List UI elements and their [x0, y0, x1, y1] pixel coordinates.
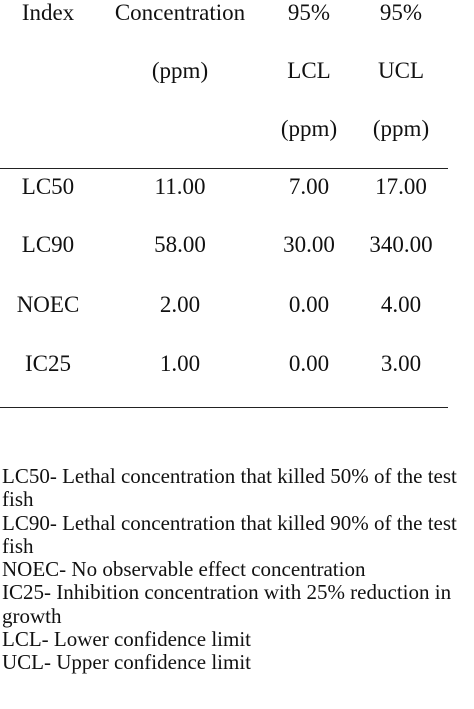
note-lc90: LC90- Lethal concentration that killed 9…: [2, 510, 457, 558]
table-cell-index: LC90: [21, 232, 75, 257]
header-index-line-1: Index: [21, 0, 75, 25]
abbreviation-notes: LC50- Lethal concentration that killed 5…: [2, 464, 474, 675]
table-cell-lcl: 30.00: [283, 232, 335, 257]
table-cell-ucl: 4.00: [380, 292, 422, 317]
table-cell-concentration: 1.00: [159, 351, 201, 376]
table-cell-index: NOEC: [16, 292, 80, 317]
table-cell-concentration: 58.00: [154, 232, 206, 257]
header-ucl-line-1: 95%: [379, 0, 423, 25]
header-ucl-line-3: (ppm): [372, 116, 430, 141]
header-lcl-line-1: 95%: [287, 0, 331, 25]
table-cell-lcl: 0.00: [288, 351, 330, 376]
table-cell-index: LC50: [21, 174, 75, 199]
header-ucl-line-2: UCL: [378, 58, 424, 83]
table-cell-lcl: 0.00: [288, 292, 330, 317]
note-noec: NOEC- No observable effect concentration: [2, 557, 366, 582]
note-ucl: UCL- Upper confidence limit: [2, 650, 252, 675]
table-cell-concentration: 2.00: [159, 292, 201, 317]
header-lcl-line-3: (ppm): [280, 116, 338, 141]
header-concentration-line-2: (ppm): [151, 58, 209, 83]
note-lc50: LC50- Lethal concentration that killed 5…: [2, 464, 457, 512]
table-cell-ucl: 340.00: [369, 232, 433, 257]
table-bottom-rule: [0, 407, 448, 408]
note-lcl: LCL- Lower confidence limit: [2, 627, 251, 652]
header-lcl-line-2: LCL: [287, 58, 331, 83]
table-cell-lcl: 7.00: [288, 174, 330, 199]
header-rule: [0, 168, 448, 169]
header-concentration-line-1: Concentration: [114, 0, 246, 25]
table-cell-ucl: 3.00: [380, 351, 422, 376]
table-cell-concentration: 11.00: [154, 174, 206, 199]
table-cell-ucl: 17.00: [375, 174, 427, 199]
table-cell-index: IC25: [25, 351, 71, 376]
note-ic25: IC25- Inhibition concentration with 25% …: [2, 580, 452, 628]
